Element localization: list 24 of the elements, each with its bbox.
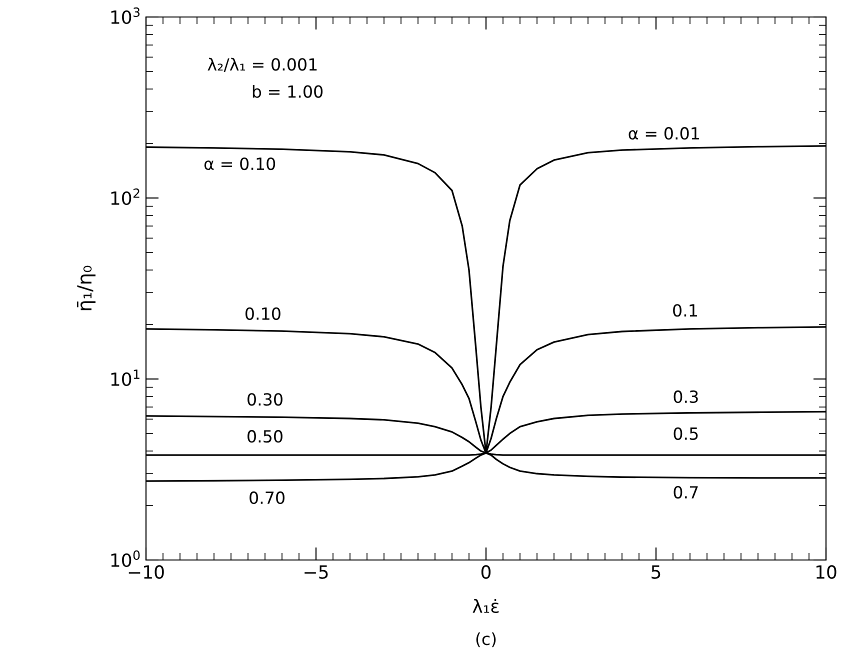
y-tick-label: 10$^{1}$	[111, 370, 140, 386]
x-tick-label: 5	[652, 565, 660, 579]
annotation: 0.30	[248, 393, 282, 406]
annotation: 0.10	[246, 307, 280, 320]
annotation: α = 0.10	[204, 157, 276, 170]
annotation: 0.50	[248, 430, 282, 443]
annotation: 0.5	[674, 427, 698, 440]
annotation: 0.70	[250, 491, 284, 504]
y-tick-label: 10$^{3}$	[111, 7, 140, 24]
y-tick-label: 10$^{0}$	[111, 550, 140, 567]
text: (c)	[476, 632, 496, 648]
x-tick-label: 10	[816, 565, 836, 579]
annotation: 0.1	[673, 304, 697, 317]
x-tick-label: 0	[481, 565, 491, 579]
annotation: α = 0.01	[628, 127, 699, 140]
annotation: λ₂/λ₁ = 0.001	[208, 58, 317, 72]
y-tick-label: 10$^{2}$	[111, 188, 140, 205]
x-tick-label: −5	[304, 565, 328, 579]
x-axis-title: λ₁ε̇	[472, 599, 499, 613]
annotation: 0.7	[674, 486, 698, 499]
x-tick-label: −10	[128, 565, 164, 579]
y-axis-title: η̄₁/η₀	[76, 266, 96, 310]
annotation: b = 1.00	[252, 84, 323, 98]
annotation: 0.3	[674, 390, 698, 404]
